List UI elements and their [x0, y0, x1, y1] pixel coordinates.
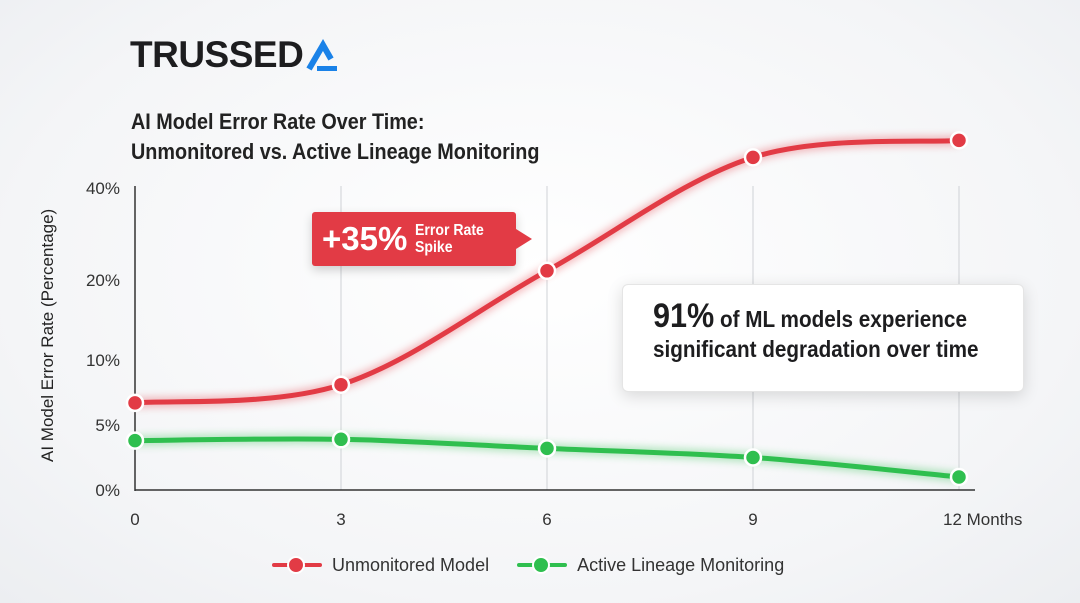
y-tick-label: 5%	[95, 416, 120, 435]
data-point	[537, 261, 557, 281]
legend-item-unmonitored: Unmonitored Model	[272, 554, 489, 576]
logo: TRUSSED	[130, 34, 341, 76]
x-tick-label: 6	[542, 510, 551, 529]
y-tick-label: 10%	[86, 351, 120, 370]
legend-label: Active Lineage Monitoring	[577, 554, 785, 575]
data-point	[537, 439, 557, 458]
legend-swatch-green	[517, 554, 568, 576]
data-point	[949, 131, 969, 150]
error-spike-callout: +35% Error Rate Spike	[312, 212, 532, 266]
stat-card: 91% of ML models experience significant …	[622, 284, 1024, 392]
x-tick-label: 0	[130, 510, 139, 529]
callout-value: +35%	[322, 220, 408, 257]
x-tick-label: 3	[336, 510, 345, 529]
y-tick-label: 0%	[95, 481, 120, 500]
logo-ai-mark-icon	[306, 39, 338, 71]
title-line-2: Unmonitored vs. Active Lineage Monitorin…	[131, 139, 540, 164]
callout-line-1: Error Rate	[415, 222, 485, 239]
legend: Unmonitored Model Active Lineage Monitor…	[272, 554, 812, 576]
x-tick-label: 9	[748, 510, 757, 529]
data-point	[125, 431, 145, 450]
title-line-1: AI Model Error Rate Over Time:	[131, 109, 425, 134]
data-point	[125, 393, 145, 413]
chart-title: AI Model Error Rate Over Time: Unmonitor…	[131, 107, 540, 167]
data-point	[949, 467, 969, 487]
data-point	[743, 148, 763, 167]
data-point	[331, 430, 351, 449]
logo-text: TRUSSED	[130, 34, 304, 75]
stat-line-1: of ML models experience	[720, 306, 967, 332]
stat-line-2: significant degradation over time	[653, 336, 979, 362]
y-tick-label: 40%	[86, 179, 120, 198]
legend-swatch-red	[272, 554, 322, 576]
callout-line-2: Spike	[415, 239, 453, 256]
x-tick-label: 12 Months	[943, 510, 1022, 529]
stat-percent: 91%	[653, 297, 715, 335]
y-tick-label: 20%	[86, 271, 120, 290]
legend-label: Unmonitored Model	[332, 554, 490, 575]
callout-text: Error Rate Spike	[415, 222, 484, 256]
legend-item-active-monitoring: Active Lineage Monitoring	[517, 554, 784, 576]
data-point	[331, 375, 351, 394]
data-point	[743, 448, 763, 467]
